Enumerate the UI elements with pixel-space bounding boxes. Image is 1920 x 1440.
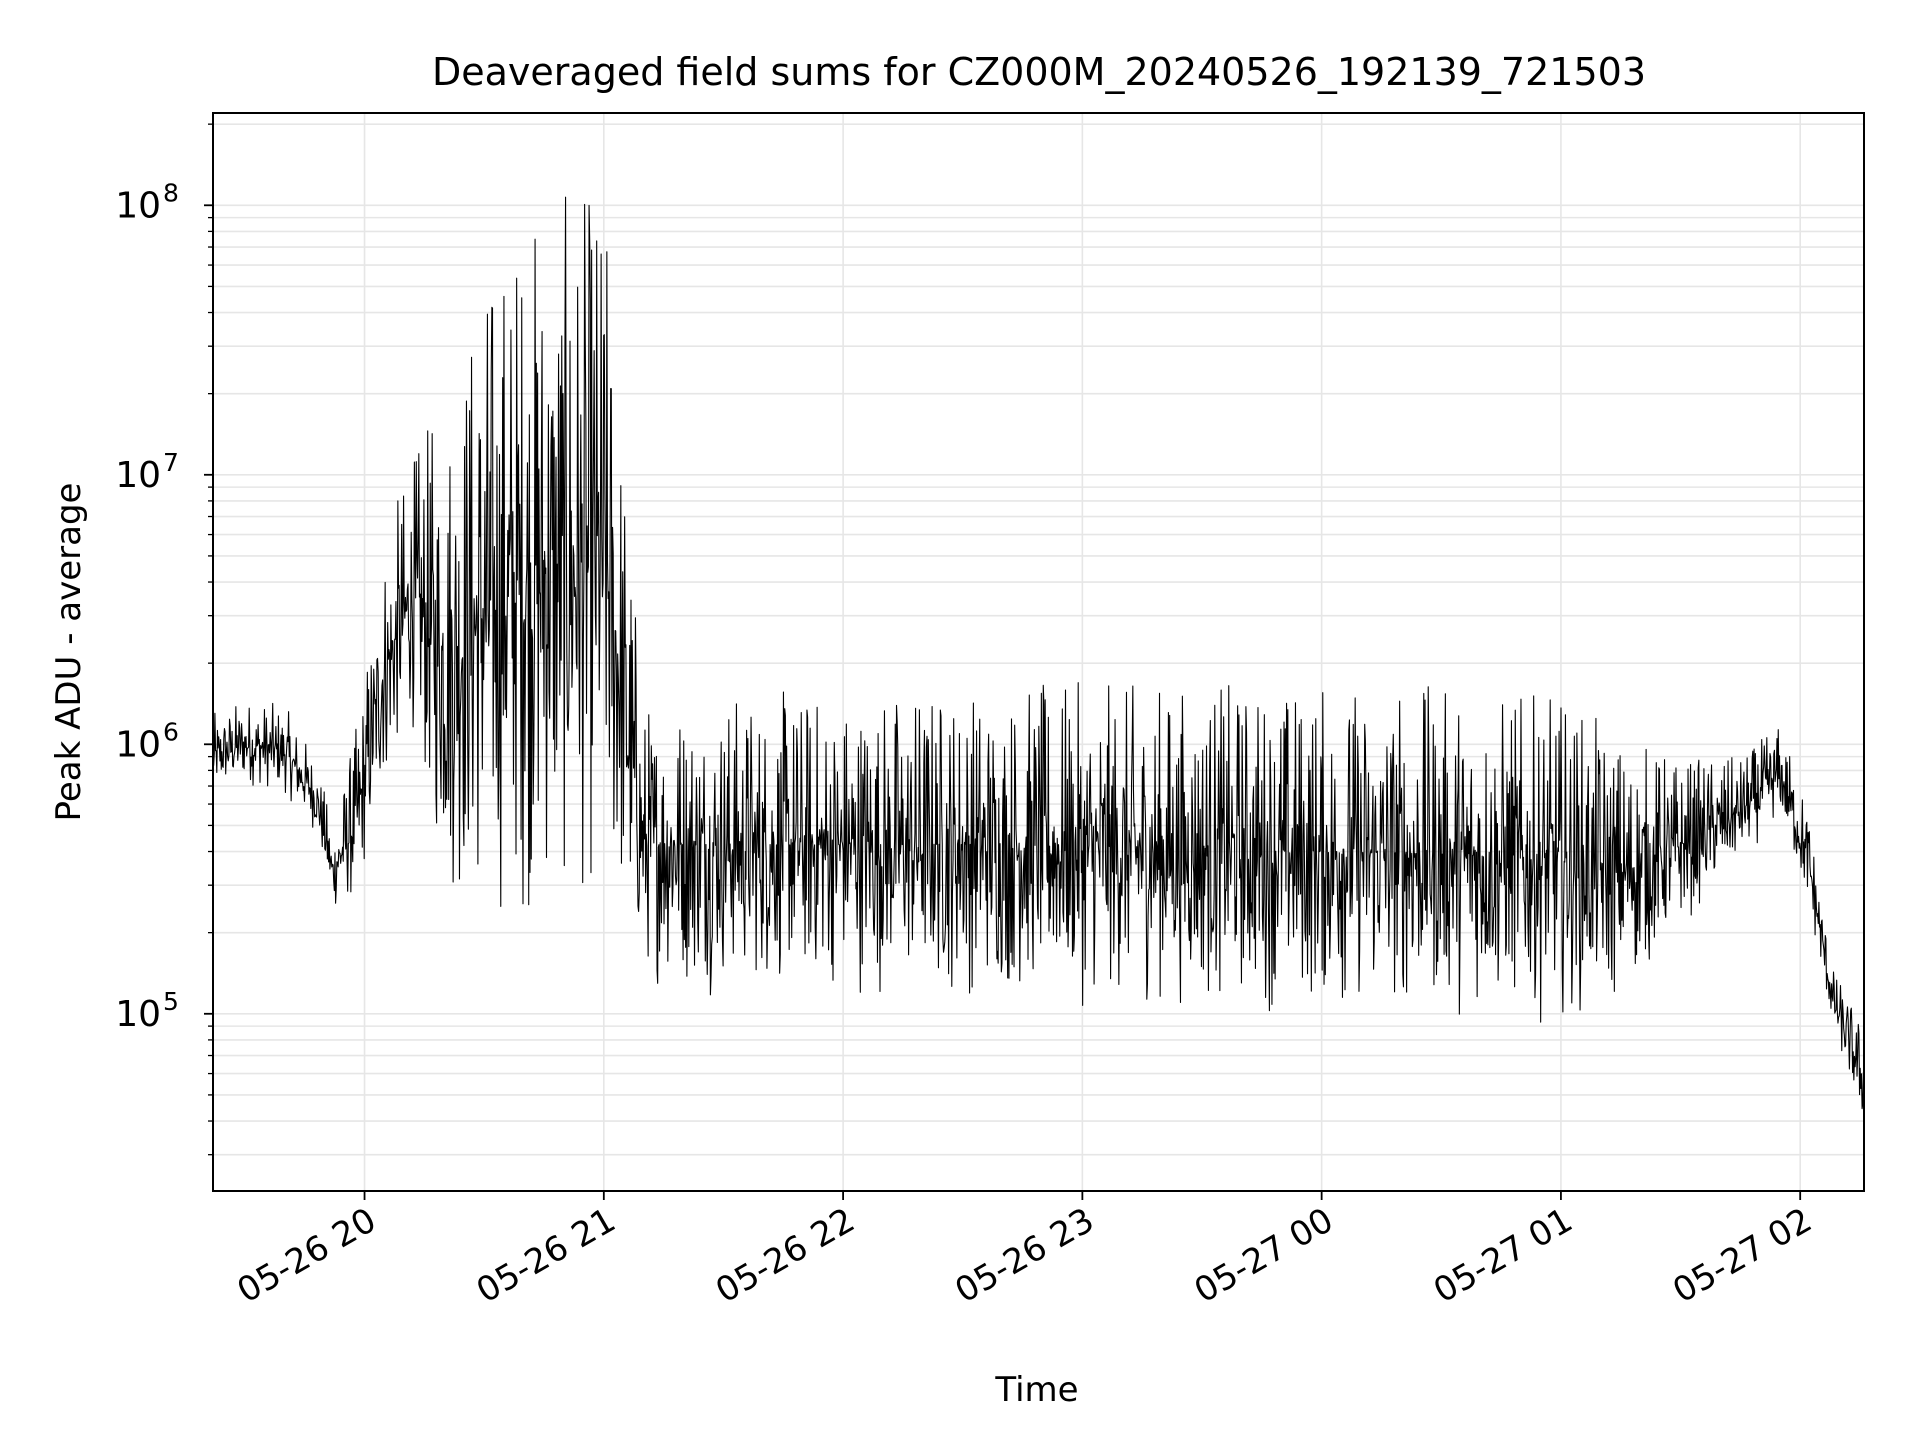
chart-title: Deaveraged field sums for CZ000M_2024052… bbox=[432, 50, 1646, 94]
y-tick-exponent: 5 bbox=[163, 987, 179, 1016]
y-tick-base: 10 bbox=[115, 724, 161, 765]
y-tick-exponent: 6 bbox=[163, 717, 179, 746]
plot-frame bbox=[212, 112, 1865, 1192]
y-tick-base: 10 bbox=[115, 455, 161, 496]
series-line bbox=[212, 196, 1865, 1110]
y-tick-base: 10 bbox=[115, 994, 161, 1035]
y-tick-label: 10 bbox=[115, 994, 161, 1035]
y-tick-exponent: 7 bbox=[163, 448, 179, 477]
data-series bbox=[212, 196, 1865, 1110]
y-axis-label: Peak ADU - average bbox=[49, 483, 89, 822]
y-tick-label: 10 bbox=[115, 724, 161, 765]
x-axis-label: Time bbox=[994, 1370, 1078, 1410]
y-tick-label: 10 bbox=[115, 455, 161, 496]
y-tick-base: 10 bbox=[115, 185, 161, 226]
y-tick-exponent: 8 bbox=[163, 178, 179, 207]
y-tick-label: 10 bbox=[115, 185, 161, 226]
